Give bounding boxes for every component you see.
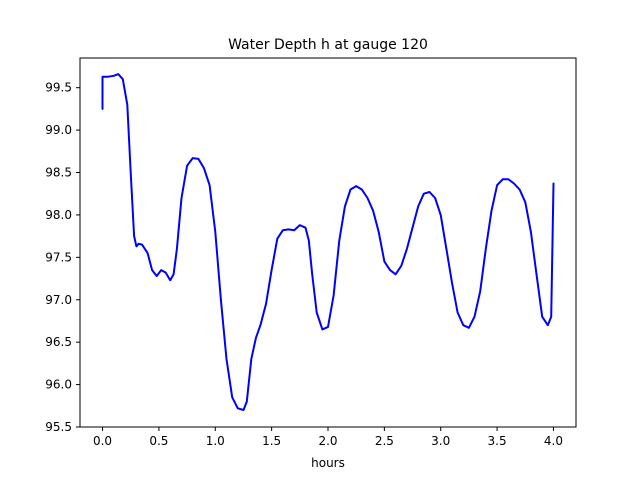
x-tick-label: 3.0: [431, 434, 450, 448]
x-axis-label: hours: [311, 456, 345, 470]
y-tick-label: 99.5: [45, 81, 72, 95]
y-tick-label: 96.0: [45, 378, 72, 392]
plot-area: [102, 74, 553, 410]
y-tick-label: 99.0: [45, 123, 72, 137]
series-line: [103, 74, 554, 410]
y-tick-label: 98.5: [45, 166, 72, 180]
x-tick-label: 1.5: [262, 434, 281, 448]
y-tick-label: 97.5: [45, 250, 72, 264]
x-tick-label: 1.0: [206, 434, 225, 448]
y-tick-label: 96.5: [45, 335, 72, 349]
x-tick-label: 0.0: [93, 434, 112, 448]
y-tick-label: 97.0: [45, 293, 72, 307]
x-tick-label: 2.0: [318, 434, 337, 448]
y-tick-label: 95.5: [45, 420, 72, 434]
x-tick-label: 0.5: [149, 434, 168, 448]
y-axis: 95.5 96.0 96.5 97.0 97.5 98.0 98.5 99.0 99.5: [45, 81, 80, 434]
axes-frame: [80, 58, 576, 427]
chart-title: Water Depth h at gauge 120: [228, 37, 428, 53]
x-tick-label: 3.5: [488, 434, 507, 448]
x-axis: 0.0 0.5 1.0 1.5 2.0 2.5 3.0 3.5 4.0: [93, 427, 563, 448]
y-tick-label: 98.0: [45, 208, 72, 222]
x-tick-label: 2.5: [375, 434, 394, 448]
x-tick-label: 4.0: [544, 434, 563, 448]
